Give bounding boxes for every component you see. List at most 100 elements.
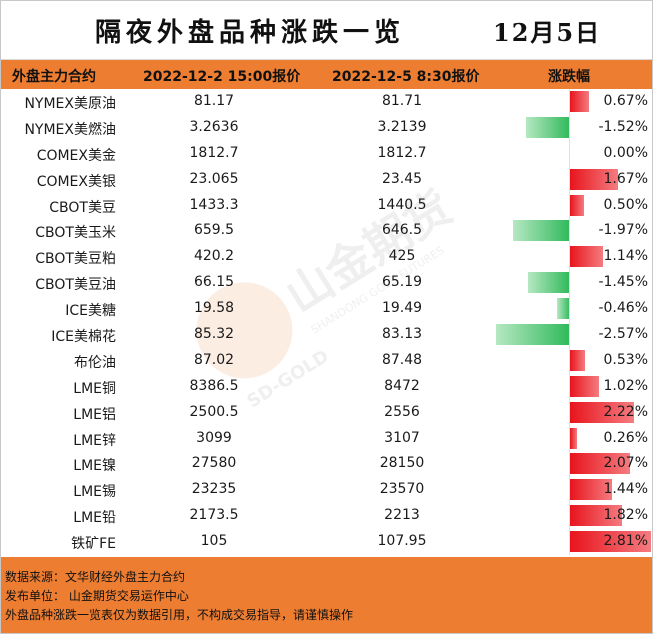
table-row: NYMEX美燃油 3.2636 3.2139 -1.52% bbox=[0, 115, 653, 141]
commodity-name: LME铅 bbox=[73, 510, 116, 527]
table-row: CBOT美豆油 66.15 65.19 -1.45% bbox=[0, 270, 653, 296]
price-before: 66.15 bbox=[193, 274, 235, 291]
change-percent: 2.07% bbox=[603, 455, 648, 472]
change-bar-up bbox=[570, 194, 585, 216]
price-before: 659.5 bbox=[193, 222, 235, 239]
price-after: 2213 bbox=[384, 507, 420, 524]
price-before: 3099 bbox=[196, 429, 232, 446]
price-before: 420.2 bbox=[193, 248, 235, 265]
column-header-price1: 2022-12-2 15:00报价 bbox=[143, 69, 301, 85]
commodity-name: CBOT美豆粕 bbox=[35, 251, 116, 268]
change-bar-up bbox=[570, 505, 623, 527]
price-after: 2556 bbox=[384, 403, 420, 420]
commodity-name: LME锌 bbox=[73, 432, 116, 449]
change-bar-up bbox=[570, 453, 630, 475]
price-after: 1440.5 bbox=[377, 196, 427, 213]
footer-publisher: 发布单位： 山金期货交易运作中心 bbox=[5, 589, 189, 603]
price-after: 1812.7 bbox=[377, 144, 427, 161]
table-row: ICE美棉花 85.32 83.13 -2.57% bbox=[0, 322, 653, 348]
title-bar: 隔夜外盘品种涨跌一览 12月5日 bbox=[0, 0, 653, 60]
price-before: 3.2636 bbox=[189, 118, 239, 135]
commodity-name: NYMEX美原油 bbox=[24, 96, 116, 112]
change-percent: 0.67% bbox=[603, 93, 648, 109]
table-row: LME锡 23235 23570 1.44% bbox=[0, 477, 653, 503]
table-row: CBOT美玉米 659.5 646.5 -1.97% bbox=[0, 218, 653, 244]
commodity-name: LME铝 bbox=[73, 406, 116, 423]
change-bar-up bbox=[570, 427, 578, 449]
commodity-name: CBOT美豆 bbox=[49, 199, 116, 216]
table-row: LME铅 2173.5 2213 1.82% bbox=[0, 503, 653, 529]
commodity-name: NYMEX美燃油 bbox=[24, 121, 116, 138]
commodity-name: COMEX美金 bbox=[36, 147, 116, 164]
page-title: 隔夜外盘品种涨跌一览 bbox=[95, 18, 406, 48]
price-before: 27580 bbox=[191, 455, 237, 472]
column-header-name: 外盘主力合约 bbox=[12, 69, 96, 85]
table-row: LME锌 3099 3107 0.26% bbox=[0, 426, 653, 452]
price-after: 23.45 bbox=[381, 170, 423, 187]
change-percent: 0.00% bbox=[603, 144, 648, 161]
commodity-name: LME锡 bbox=[73, 484, 116, 501]
column-header-change: 涨跌幅 bbox=[548, 69, 590, 85]
change-bar-up bbox=[570, 349, 586, 371]
change-bar-up bbox=[570, 401, 634, 423]
price-before: 19.58 bbox=[193, 300, 235, 317]
table-row: NYMEX美原油 81.17 81.71 0.67% bbox=[0, 89, 653, 115]
price-after: 3.2139 bbox=[377, 118, 427, 135]
change-bar-down bbox=[528, 272, 570, 294]
price-before: 105 bbox=[200, 533, 228, 550]
price-after: 3107 bbox=[384, 429, 420, 446]
change-bar-up bbox=[570, 531, 651, 553]
change-percent: 2.22% bbox=[603, 403, 648, 420]
change-percent: 1.02% bbox=[603, 377, 648, 394]
price-before: 2173.5 bbox=[189, 507, 239, 524]
table-row: LME铜 8386.5 8472 1.02% bbox=[0, 374, 653, 400]
report-date: 12月5日 bbox=[493, 18, 602, 47]
change-bar-up bbox=[570, 479, 612, 501]
price-after: 87.48 bbox=[381, 351, 423, 368]
table-row: LME镍 27580 28150 2.07% bbox=[0, 451, 653, 477]
table-row: ICE美糖 19.58 19.49 -0.46% bbox=[0, 296, 653, 322]
change-bar-down bbox=[526, 116, 570, 138]
price-after: 23570 bbox=[379, 481, 425, 498]
change-percent: 0.53% bbox=[603, 351, 648, 368]
column-header-price2: 2022-12-5 8:30报价 bbox=[332, 69, 480, 85]
price-before: 85.32 bbox=[193, 326, 235, 343]
table-row: LME铝 2500.5 2556 2.22% bbox=[0, 400, 653, 426]
change-bar-up bbox=[570, 375, 600, 397]
commodity-name: CBOT美豆油 bbox=[35, 277, 116, 294]
table-row: 布伦油 87.02 87.48 0.53% bbox=[0, 348, 653, 374]
footer-source: 数据来源：文华财经外盘主力合约 bbox=[5, 570, 186, 584]
table-row: CBOT美豆 1433.3 1440.5 0.50% bbox=[0, 193, 653, 219]
table-body: NYMEX美原油 81.17 81.71 0.67% NYMEX美燃油 3.2636 3.2… bbox=[0, 89, 653, 555]
table-row: COMEX美金 1812.7 1812.7 0.00% bbox=[0, 141, 653, 167]
commodity-name: LME镍 bbox=[73, 458, 116, 475]
price-after: 107.95 bbox=[377, 533, 427, 550]
change-axis-divider bbox=[569, 89, 570, 555]
change-percent: -2.57% bbox=[598, 326, 648, 343]
change-percent: -1.52% bbox=[598, 118, 648, 135]
commodity-name: ICE美糖 bbox=[65, 303, 116, 320]
price-after: 28150 bbox=[379, 455, 425, 472]
change-percent: 0.26% bbox=[603, 429, 648, 446]
table-row: COMEX美银 23.065 23.45 1.67% bbox=[0, 167, 653, 193]
price-before: 1433.3 bbox=[189, 196, 239, 213]
change-percent: 2.81% bbox=[603, 533, 648, 550]
change-percent: -1.97% bbox=[598, 222, 648, 239]
price-before: 8386.5 bbox=[189, 377, 239, 394]
price-before: 23235 bbox=[191, 481, 237, 498]
change-bar-up bbox=[570, 168, 619, 190]
change-percent: -0.46% bbox=[598, 300, 648, 317]
change-bar-up bbox=[570, 246, 603, 268]
price-before: 87.02 bbox=[193, 351, 235, 368]
table-row: CBOT美豆粕 420.2 425 1.14% bbox=[0, 244, 653, 270]
commodity-name: ICE美棉花 bbox=[51, 329, 116, 346]
price-after: 81.71 bbox=[381, 93, 423, 109]
price-after: 646.5 bbox=[381, 222, 423, 239]
change-percent: -1.45% bbox=[598, 274, 648, 291]
price-after: 8472 bbox=[384, 377, 420, 394]
change-bar-down bbox=[513, 220, 570, 242]
change-bar-down bbox=[556, 298, 570, 320]
commodity-name: 铁矿FE bbox=[71, 536, 116, 553]
change-percent: 1.82% bbox=[603, 507, 648, 524]
